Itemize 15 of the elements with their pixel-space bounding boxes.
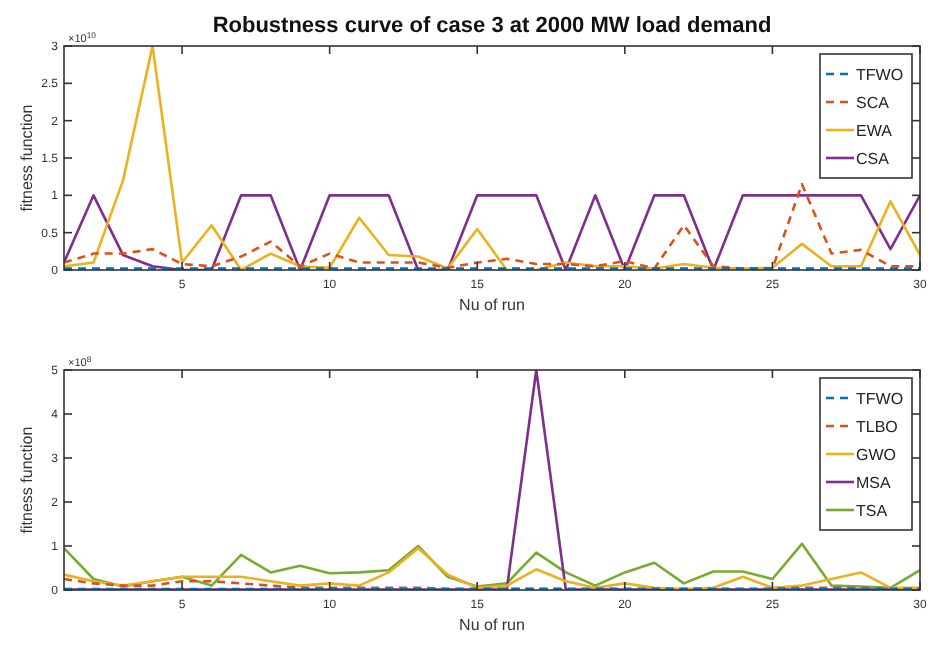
legend-label: EWA	[856, 122, 894, 140]
legend-label: MSA	[856, 474, 892, 492]
y-axis-title: fitness function	[18, 426, 36, 534]
y-axis-title: fitness function	[18, 104, 36, 212]
legend-label: CSA	[856, 150, 891, 168]
legend-label: TFWO	[856, 390, 904, 408]
legend-label: TLBO	[856, 418, 898, 436]
x-axis-title: Nu of run	[459, 616, 525, 634]
legend-label: SCA	[856, 94, 891, 112]
chart-title: Robustness curve of case 3 at 2000 MW load demand	[212, 14, 772, 38]
line-series	[64, 46, 920, 270]
legend-label: TSA	[856, 502, 889, 520]
legend-label: GWO	[856, 446, 896, 464]
legend-label: TFWO	[856, 66, 904, 84]
x-axis-title: Nu of run	[459, 296, 525, 314]
